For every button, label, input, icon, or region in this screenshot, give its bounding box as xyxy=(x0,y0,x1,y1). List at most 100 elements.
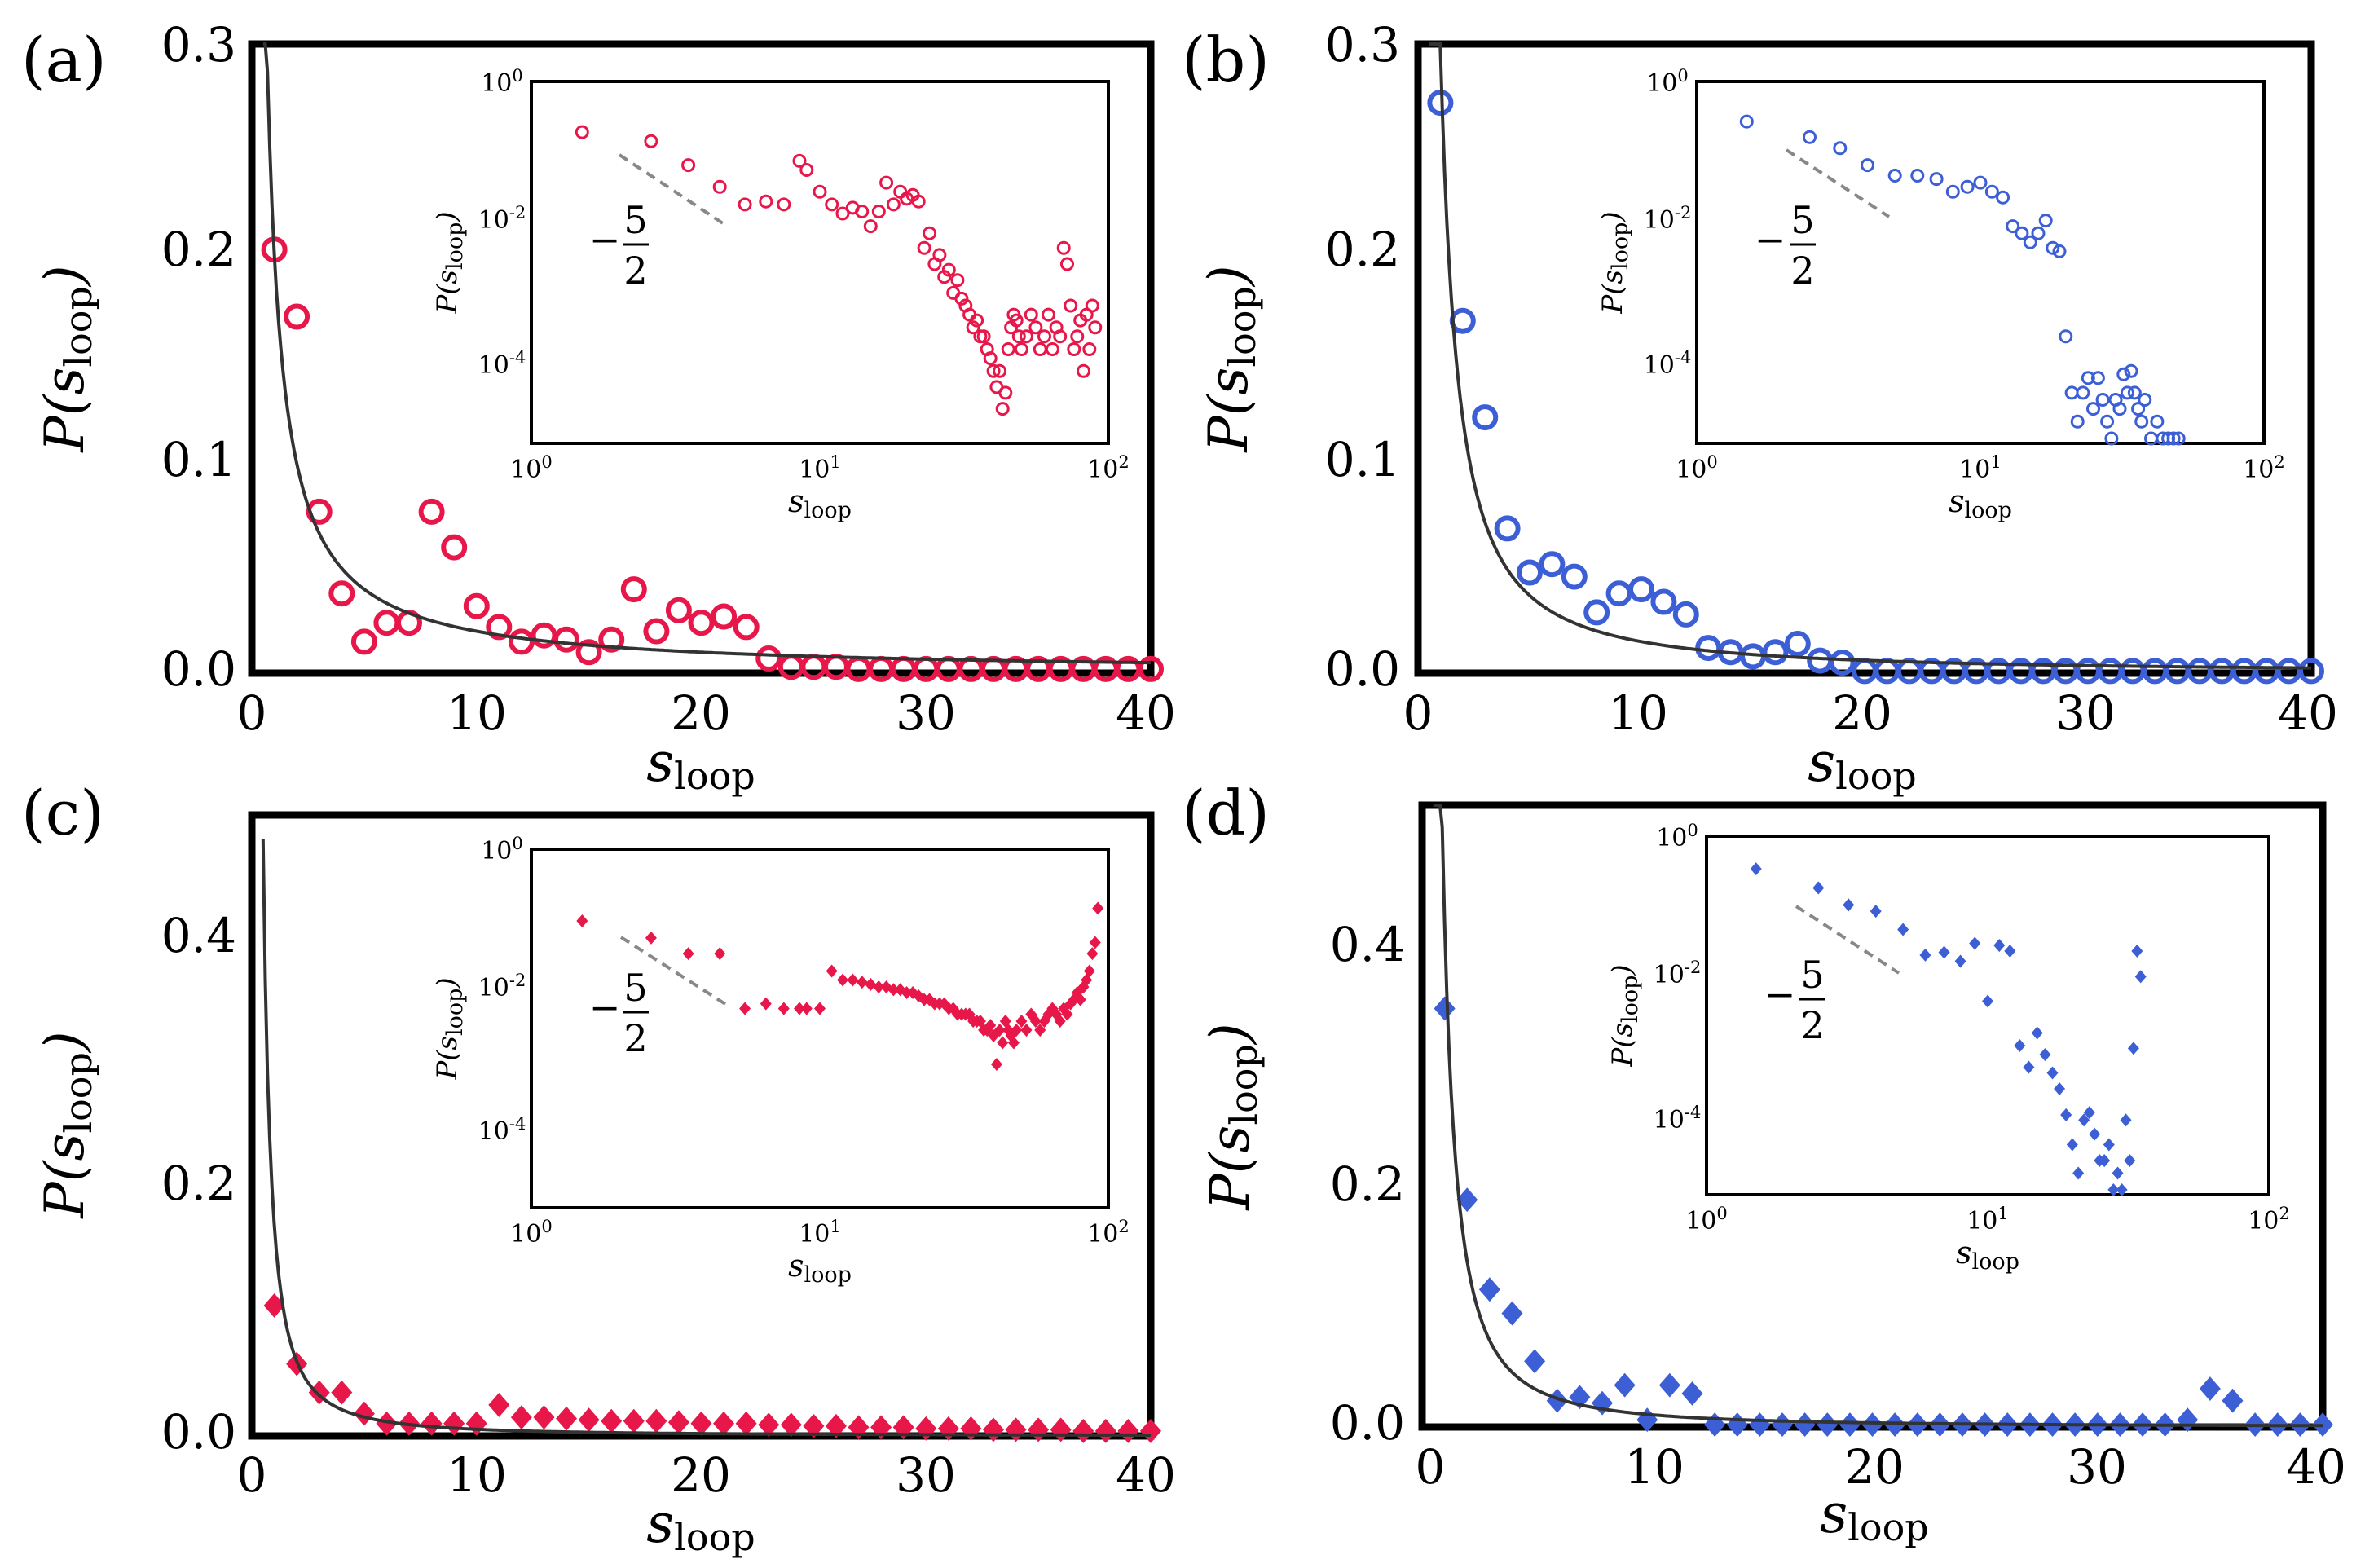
y-tick: 0.2 xyxy=(1330,1156,1405,1212)
data-point xyxy=(1807,647,1834,674)
inset-data-point xyxy=(1969,936,1981,950)
inset-data-point xyxy=(976,329,991,344)
data-point xyxy=(418,498,445,525)
inset-data-point xyxy=(2086,402,2100,416)
inset-data-point xyxy=(1996,190,2010,205)
inset-c-axes xyxy=(530,848,1110,1209)
inset-a-y-label: P(sloop) xyxy=(431,211,468,314)
inset-x-tick: 101 xyxy=(799,452,841,484)
inset-data-point xyxy=(2078,1113,2090,1127)
y-tick: 0.0 xyxy=(1325,641,1400,697)
panel-label-a: (a) xyxy=(21,24,107,96)
inset-data-point xyxy=(2150,414,2165,429)
inset-data-point xyxy=(1085,298,1099,313)
inset-data-point xyxy=(970,313,984,328)
inset-data-point xyxy=(886,197,901,212)
inset-data-point xyxy=(1739,114,1754,129)
inset-c: 100 10-2 10-4 100 101 102 sloop P(sloop)… xyxy=(431,834,1130,1288)
data-point xyxy=(623,1408,645,1434)
inset-data-point xyxy=(1803,130,1817,144)
inset-data-point xyxy=(2059,329,2073,344)
inset-data-point xyxy=(995,402,1010,416)
inset-data-point xyxy=(759,194,773,209)
inset-data-point xyxy=(2131,944,2143,958)
inset-data-point xyxy=(2116,367,2131,381)
inset-data-point xyxy=(1910,169,1925,183)
inset-data-point xyxy=(1984,184,1999,199)
data-point xyxy=(2298,658,2324,685)
slope-guide-line xyxy=(1795,905,1900,975)
data-point xyxy=(463,592,490,619)
inset-data-point xyxy=(2014,1038,2026,1053)
data-point xyxy=(1140,1418,1161,1443)
inset-data-point xyxy=(993,363,1007,378)
inset-data-point xyxy=(2124,363,2138,378)
inset-data-point xyxy=(645,931,657,945)
x-tick: 10 xyxy=(1624,1439,1685,1495)
panel-b-x-label: sloop xyxy=(1808,731,1916,798)
slope-guide-line xyxy=(1785,148,1891,218)
inset-data-point xyxy=(825,197,839,212)
inset-data-point xyxy=(2120,385,2134,400)
inset-data-point xyxy=(1007,1036,1020,1050)
inset-data-point xyxy=(2023,1060,2035,1074)
inset-data-point xyxy=(1812,881,1825,895)
data-point xyxy=(645,1408,667,1434)
data-point xyxy=(376,1411,398,1436)
inset-data-point xyxy=(1009,313,1024,328)
inset-y-tick: 100 xyxy=(481,66,523,98)
data-point xyxy=(915,1416,937,1441)
inset-x-tick: 102 xyxy=(1087,452,1130,484)
data-point xyxy=(443,1411,465,1436)
inset-d-axes xyxy=(1705,835,2270,1196)
inset-data-point xyxy=(1074,993,1086,1006)
panel-a-y-label: P(sloop) xyxy=(33,265,100,452)
x-tick: 30 xyxy=(896,1447,956,1503)
inset-x-tick: 100 xyxy=(1685,1204,1728,1235)
inset-data-point xyxy=(983,351,998,366)
data-point xyxy=(421,1411,443,1436)
inset-data-point xyxy=(2060,1108,2072,1122)
x-tick: 0 xyxy=(1403,685,1434,741)
inset-y-tick: 10-4 xyxy=(1654,1103,1702,1134)
y-tick: 0.3 xyxy=(1325,17,1400,73)
inset-data-point xyxy=(714,947,726,961)
inset-data-point xyxy=(575,125,589,139)
y-tick: 0.1 xyxy=(1325,432,1400,487)
inset-data-point xyxy=(1833,141,1848,156)
data-point xyxy=(553,626,579,653)
inset-data-point xyxy=(871,205,886,218)
inset-data-point xyxy=(777,197,791,212)
slope-sign: − xyxy=(1764,972,1796,1016)
data-point xyxy=(263,1293,285,1318)
inset-data-point xyxy=(2066,1138,2078,1152)
panel-b-fit-curve xyxy=(1429,42,2311,670)
data-point xyxy=(755,645,782,672)
inset-data-point xyxy=(1024,307,1038,322)
panel-b-y-label: P(sloop) xyxy=(1197,265,1264,452)
inset-data-point xyxy=(1973,175,1988,190)
inset-a-x-label: sloop xyxy=(788,483,852,523)
inset-data-point xyxy=(986,363,1001,378)
data-point xyxy=(1726,1412,1748,1438)
inset-x-tick: 100 xyxy=(1676,452,1718,484)
panel-d-x-label: sloop xyxy=(1820,1482,1928,1549)
panel-c: (c) 0.0 0.2 0.4 0 10 20 30 40 sloop P(sl… xyxy=(21,777,1176,1559)
inset-data-point xyxy=(1061,1007,1073,1021)
inset-data-point xyxy=(2134,414,2149,429)
inset-data-point xyxy=(1060,257,1074,271)
inset-data-point xyxy=(1088,320,1103,335)
inset-y-tick: 10-4 xyxy=(478,1114,526,1146)
inset-data-point xyxy=(1077,363,1090,378)
data-point xyxy=(1583,599,1610,626)
inset-data-point xyxy=(2112,1166,2124,1180)
data-point xyxy=(1472,404,1499,431)
inset-data-point xyxy=(2131,402,2146,416)
inset-d-data-points xyxy=(1750,862,2147,1197)
data-point xyxy=(1494,515,1521,542)
inset-y-tick: 10-4 xyxy=(1644,348,1692,380)
inset-data-point xyxy=(2104,431,2119,446)
data-point xyxy=(1546,1388,1568,1413)
x-tick: 40 xyxy=(1116,1447,1176,1503)
inset-data-point xyxy=(2038,214,2053,228)
